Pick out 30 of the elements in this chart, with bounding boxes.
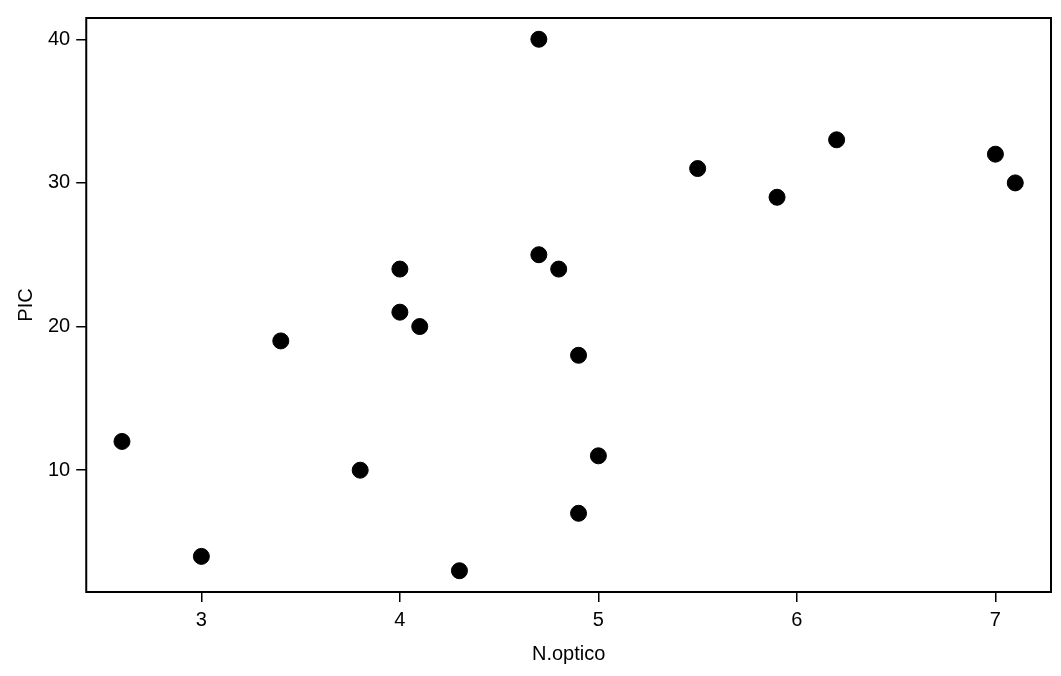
point [351, 461, 369, 479]
x-tick-label: 7 [989, 607, 1001, 630]
point [768, 188, 786, 206]
point [391, 260, 409, 278]
point [689, 160, 707, 178]
point [828, 131, 846, 149]
point [530, 30, 548, 48]
point [986, 145, 1004, 163]
x-tick-label: 3 [195, 607, 207, 630]
point [589, 447, 607, 465]
point [192, 547, 210, 565]
point [411, 318, 429, 336]
point [1006, 174, 1024, 192]
x-axis-title: N.optico [531, 641, 606, 664]
point [570, 346, 588, 364]
x-tick-label: 5 [592, 607, 604, 630]
x-tick-label: 4 [394, 607, 406, 630]
y-tick-label: 40 [48, 26, 71, 49]
y-tick-label: 20 [48, 314, 71, 337]
y-axis-title: PIC [13, 288, 36, 322]
point [450, 562, 468, 580]
y-tick-label: 10 [48, 457, 71, 480]
x-tick-label: 6 [791, 607, 803, 630]
point [530, 246, 548, 264]
point [391, 303, 409, 321]
point [272, 332, 290, 350]
point [570, 504, 588, 522]
point [550, 260, 568, 278]
y-tick-label: 30 [48, 170, 71, 193]
point [113, 432, 131, 450]
